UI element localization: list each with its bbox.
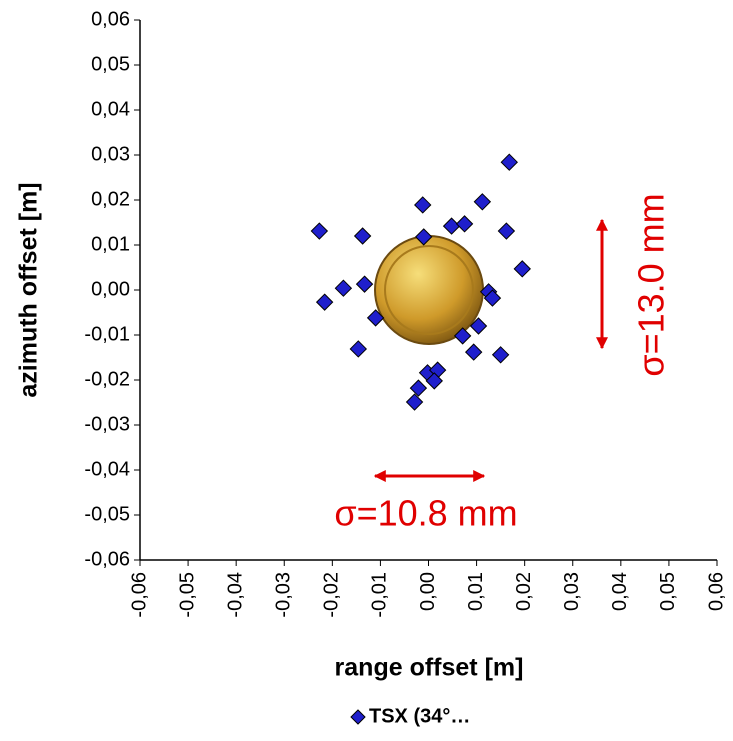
coin-image [374,235,484,345]
data-point [349,340,368,358]
data-point [455,215,474,233]
data-point [491,346,510,364]
x-axis-title: range offset [m] [335,654,524,682]
y-tick-label: 0,01 [91,233,130,255]
x-tick-label: -0,05 [176,572,198,618]
y-tick-label: -0,02 [84,368,130,390]
x-tick-label: 0,05 [657,572,679,611]
coin-rim [384,245,474,335]
y-tick-label: -0,06 [84,548,130,570]
x-tick-label: 0,00 [417,572,439,611]
y-tick-label: 0,05 [91,53,130,75]
data-point [353,227,372,245]
y-tick-label: -0,01 [84,323,130,345]
data-point [425,372,443,390]
data-point [355,275,374,293]
data-point [453,327,472,345]
y-tick-label: 0,02 [91,188,130,210]
azimuth-sigma: σ=13.0 mm [631,193,672,376]
x-tick-label: -0,03 [273,572,295,618]
y-tick-label: -0,03 [84,413,130,435]
data-point [414,196,432,214]
x-tick-label: -0,04 [224,572,246,618]
x-tick-label: -0,06 [128,572,150,618]
y-tick-label: 0,06 [91,8,130,30]
data-point [414,228,433,246]
data-point [473,193,492,211]
data-point [334,279,353,297]
range-sigma: σ=10.8 mm [334,493,517,534]
y-tick-label: 0,00 [91,278,130,300]
data-point [464,343,483,361]
y-axis-title: azimuth offset [m] [15,182,43,397]
legend-label: TSX (34°… [369,705,470,727]
y-tick-label: 0,03 [91,143,130,165]
y-tick-label: -0,05 [84,503,130,525]
y-tick-label: 0,04 [91,98,130,120]
x-tick-label: 0,03 [561,572,583,611]
x-tick-label: -0,01 [369,572,391,618]
data-point [310,222,329,240]
data-point [442,217,461,235]
data-point [409,379,428,397]
data-point [366,309,385,327]
x-tick-label: 0,01 [465,572,487,611]
y-tick-label: -0,04 [84,458,130,480]
x-tick-label: 0,04 [609,572,631,611]
data-point [405,393,424,411]
x-tick-label: -0,02 [321,572,343,618]
data-point [513,260,531,278]
data-point [500,153,518,171]
data-point [469,317,488,335]
legend-marker [350,709,366,725]
data-point [497,222,516,240]
x-tick-label: 0,02 [513,572,535,611]
data-point [315,293,334,311]
x-tick-label: 0,06 [705,572,727,611]
data-point [483,289,502,307]
